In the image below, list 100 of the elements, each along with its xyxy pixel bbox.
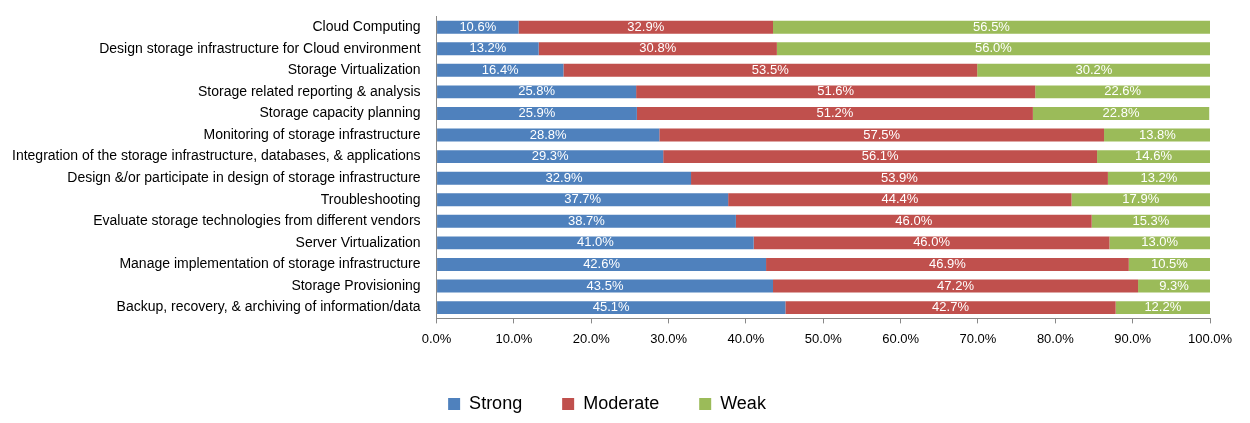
bar	[753, 236, 1110, 250]
data-label: 47.2%	[937, 277, 975, 293]
bar	[437, 301, 786, 315]
bar	[563, 63, 978, 77]
data-label: 57.5%	[863, 126, 901, 142]
data-label: 53.5%	[751, 61, 790, 77]
data-label: 13.0%	[1141, 234, 1179, 250]
x-tick-label: 90.0%	[1114, 330, 1152, 346]
bar	[437, 85, 637, 99]
x-tick-label: 0.0%	[421, 330, 452, 346]
y-tick-label: Storage Provisioning	[291, 276, 421, 293]
bar	[977, 63, 1210, 77]
data-label: 29.3%	[531, 148, 569, 164]
x-tick-label: 60.0%	[882, 330, 920, 346]
bar	[773, 279, 1139, 293]
x-tick-label: 30.0%	[650, 330, 688, 346]
x-tick-label: 50.0%	[804, 330, 843, 346]
data-label: 38.7%	[568, 212, 606, 228]
bar	[728, 193, 1072, 207]
data-label: 22.8%	[1102, 105, 1140, 121]
y-tick-label: Manage implementation of storage infrastructure	[119, 255, 421, 272]
bar	[636, 85, 1036, 99]
y-tick-label: Cloud Computing	[312, 18, 421, 35]
x-tick-label: 100.0%	[1187, 330, 1233, 346]
data-label: 41.0%	[576, 234, 615, 250]
x-tick-label: 80.0%	[1036, 330, 1075, 346]
bar	[538, 42, 777, 56]
data-label: 56.0%	[975, 40, 1013, 56]
data-label: 53.9%	[881, 169, 919, 185]
bar	[785, 301, 1116, 315]
x-tick-label: 40.0%	[727, 330, 765, 346]
data-label: 45.1%	[592, 299, 631, 315]
bar	[735, 214, 1092, 228]
data-label: 13.2%	[469, 40, 507, 56]
bar	[1032, 107, 1210, 120]
data-label: 46.0%	[913, 234, 951, 250]
bar	[776, 42, 1210, 56]
data-label: 10.6%	[459, 18, 497, 34]
data-label: 25.9%	[518, 105, 556, 121]
data-label: 46.0%	[895, 212, 933, 228]
data-label: 42.7%	[932, 299, 970, 315]
data-label: 9.3%	[1159, 277, 1190, 293]
data-label: 13.2%	[1140, 169, 1178, 185]
data-label: 43.5%	[586, 277, 624, 293]
x-tick-label: 10.0%	[495, 330, 533, 346]
data-label: 51.2%	[816, 105, 854, 121]
bar	[1035, 85, 1210, 99]
bar	[437, 193, 729, 207]
legend-label: Strong	[469, 392, 523, 413]
bar	[437, 279, 774, 293]
x-tick-label: 20.0%	[572, 330, 611, 346]
bar	[659, 128, 1105, 142]
y-tick-label: Troubleshooting	[320, 190, 421, 207]
data-label: 12.2%	[1144, 299, 1182, 315]
data-label: 15.3%	[1132, 212, 1170, 228]
data-label: 17.9%	[1122, 191, 1160, 207]
data-label: 10.5%	[1150, 256, 1189, 272]
data-label: 13.8%	[1138, 126, 1177, 142]
y-tick-label: Backup, recovery, & archiving of information/data	[116, 298, 421, 315]
bar	[437, 258, 767, 271]
data-label: 30.8%	[639, 40, 677, 56]
data-label: 28.8%	[529, 126, 568, 142]
x-tick-label: 70.0%	[959, 330, 997, 346]
data-label: 46.9%	[928, 256, 967, 272]
y-tick-label: Monitoring of storage infrastructure	[203, 125, 421, 142]
bar	[437, 150, 664, 164]
data-label: 14.6%	[1135, 148, 1173, 164]
legend-label: Moderate	[583, 392, 660, 413]
y-tick-label: Server Virtualization	[295, 233, 421, 250]
data-label: 42.6%	[583, 256, 621, 272]
y-tick-label: Integration of the storage infrastructure, databases, & applications	[12, 147, 421, 164]
bar	[1071, 193, 1210, 207]
y-tick-label: Design storage infrastructure for Cloud environment	[99, 39, 421, 56]
y-tick-label: Evaluate storage technologies from different vendors	[93, 212, 421, 229]
data-label: 25.8%	[518, 83, 556, 99]
y-tick-label: Storage capacity planning	[259, 104, 421, 121]
data-label: 30.2%	[1075, 61, 1113, 77]
data-label: 56.5%	[973, 18, 1011, 34]
y-tick-label: Design &/or participate in design of storage infrastructure	[67, 169, 421, 186]
bar	[437, 214, 736, 228]
legend-label: Weak	[720, 392, 767, 413]
y-tick-label: Storage related reporting & analysis	[198, 82, 421, 99]
bar	[437, 171, 692, 185]
data-label: 44.4%	[881, 191, 919, 207]
data-label: 32.9%	[545, 169, 583, 185]
data-label: 16.4%	[481, 61, 520, 77]
bar	[636, 107, 1033, 120]
bar	[766, 258, 1129, 271]
bar	[773, 20, 1210, 34]
data-label: 22.6%	[1104, 83, 1142, 99]
data-label: 51.6%	[817, 83, 855, 99]
data-label: 56.1%	[861, 148, 899, 164]
bar	[518, 20, 774, 34]
bar	[691, 171, 1108, 185]
y-tick-label: Storage Virtualization	[287, 61, 421, 78]
data-label: 37.7%	[564, 191, 602, 207]
bar	[437, 107, 637, 120]
bar	[437, 236, 754, 250]
data-label: 32.9%	[627, 18, 665, 34]
bar	[663, 150, 1098, 164]
